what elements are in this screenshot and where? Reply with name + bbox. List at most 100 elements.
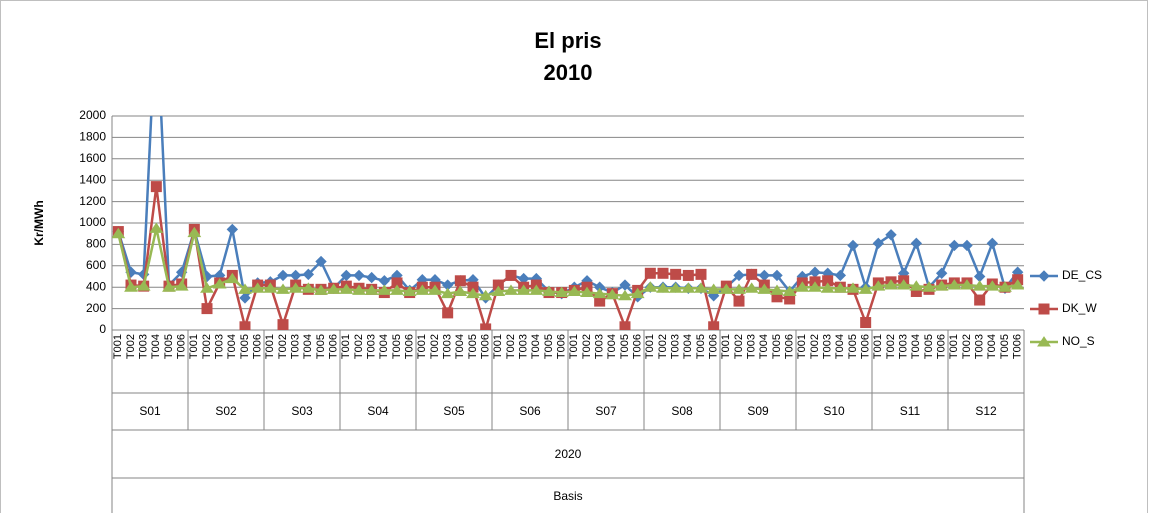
x-tick-label: T005	[695, 334, 707, 359]
group-label: S01	[139, 404, 161, 418]
legend-label: DE_CS	[1062, 268, 1102, 282]
x-tick-label: T003	[822, 334, 834, 359]
data-point	[947, 279, 962, 290]
data-point	[961, 239, 973, 252]
x-tick-label: T001	[264, 334, 276, 359]
data-point	[150, 181, 162, 193]
data-point	[187, 226, 202, 238]
data-point	[986, 237, 999, 250]
y-axis-label: Kr/MWh	[32, 200, 46, 245]
x-tick-label: T004	[150, 334, 162, 359]
chart-title: El pris	[534, 28, 601, 53]
x-tick-label: T003	[442, 334, 454, 359]
data-point	[478, 289, 493, 301]
data-point	[708, 321, 720, 330]
x-tick-label: T003	[974, 334, 986, 359]
x-tick-label: T004	[834, 334, 846, 359]
data-point	[985, 280, 1000, 291]
y-tick-label: 2000	[79, 108, 106, 122]
data-point	[225, 272, 240, 284]
data-point	[910, 237, 923, 250]
data-point	[948, 239, 961, 252]
x-tick-label: T005	[239, 334, 251, 359]
data-point	[201, 303, 213, 315]
data-point	[250, 282, 265, 293]
group-label: S08	[671, 404, 693, 418]
data-point	[390, 284, 404, 295]
data-point	[960, 279, 974, 290]
group-label: S11	[900, 404, 921, 418]
group-label: S04	[367, 404, 389, 418]
x-tick-label: T002	[429, 334, 441, 359]
data-point	[909, 280, 924, 291]
data-point	[757, 283, 772, 294]
data-point	[339, 283, 354, 294]
data-point	[695, 268, 707, 280]
data-point	[935, 267, 948, 279]
data-point	[834, 269, 847, 282]
data-point	[200, 282, 214, 293]
data-point	[289, 269, 302, 282]
data-point	[567, 285, 582, 296]
x-tick-label: T002	[505, 334, 517, 359]
x-tick-label: T002	[809, 334, 821, 359]
data-point	[733, 295, 745, 307]
outermost-group-label: Basis	[553, 489, 582, 503]
data-point	[276, 283, 290, 294]
x-tick-label: T003	[898, 334, 910, 359]
data-point	[682, 269, 694, 281]
data-point	[896, 279, 911, 290]
data-point	[149, 222, 164, 233]
data-point	[466, 287, 480, 299]
data-point	[212, 278, 227, 289]
x-tick-label: T002	[353, 334, 365, 359]
data-point	[302, 268, 315, 281]
x-tick-label: T005	[619, 334, 631, 359]
chart-subtitle: 2010	[544, 60, 593, 85]
data-point	[402, 285, 417, 296]
data-point	[972, 280, 987, 291]
data-point	[1010, 279, 1024, 290]
data-point	[124, 281, 138, 292]
x-tick-label: T003	[746, 334, 758, 359]
data-point	[554, 286, 569, 298]
x-tick-label: T003	[138, 334, 150, 359]
x-tick-label: T004	[378, 334, 390, 359]
data-point	[151, 4, 161, 14]
y-tick-label: 1800	[79, 130, 106, 144]
data-point	[871, 280, 886, 291]
x-tick-label: T003	[518, 334, 530, 359]
data-point	[657, 267, 669, 279]
data-point	[340, 269, 353, 282]
data-point	[314, 284, 328, 295]
data-point	[630, 287, 645, 299]
data-point	[377, 284, 392, 295]
x-tick-label: T003	[670, 334, 682, 359]
x-tick-label: T001	[188, 334, 200, 359]
x-tick-label: T006	[480, 334, 492, 359]
x-tick-label: T006	[708, 334, 720, 359]
data-point	[301, 282, 316, 293]
x-tick-label: T006	[632, 334, 644, 359]
data-point	[454, 275, 466, 287]
data-point	[694, 282, 708, 293]
data-point	[643, 281, 658, 292]
data-point	[809, 266, 821, 278]
x-tick-label: T002	[885, 334, 897, 359]
x-tick-label: T005	[771, 334, 783, 359]
data-point	[516, 284, 531, 295]
y-tick-label: 1000	[79, 215, 106, 229]
data-point	[529, 284, 544, 295]
data-point	[442, 307, 454, 319]
data-point	[656, 282, 670, 293]
data-point	[746, 268, 758, 280]
x-tick-label: T004	[454, 334, 466, 359]
legend-marker	[1037, 336, 1051, 347]
y-tick-label: 0	[99, 322, 106, 336]
x-tick-label: T002	[201, 334, 213, 359]
data-point	[238, 283, 252, 294]
data-point	[795, 281, 810, 292]
legend-marker	[1038, 270, 1050, 282]
x-tick-label: T002	[961, 334, 973, 359]
